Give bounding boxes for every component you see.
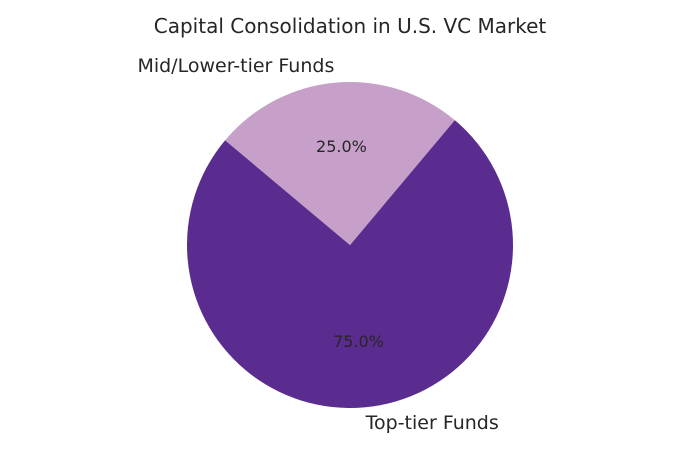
pie-slice-mid-lower-tier-funds: [225, 82, 455, 245]
chart-title: Capital Consolidation in U.S. VC Market: [154, 14, 547, 38]
percent-label-top-tier-funds: 75.0%: [333, 332, 384, 351]
pie-labels: Top-tier Funds 75.0% Mid/Lower-tier Funds 2…: [137, 55, 498, 434]
category-label-mid-lower-tier-funds: Mid/Lower-tier Funds: [137, 55, 334, 77]
category-label-top-tier-funds: Top-tier Funds: [365, 412, 499, 434]
pie-slice-top-tier-funds: [187, 120, 514, 408]
pie-slices: [187, 82, 514, 408]
percent-label-mid-lower-tier-funds: 25.0%: [316, 137, 367, 156]
